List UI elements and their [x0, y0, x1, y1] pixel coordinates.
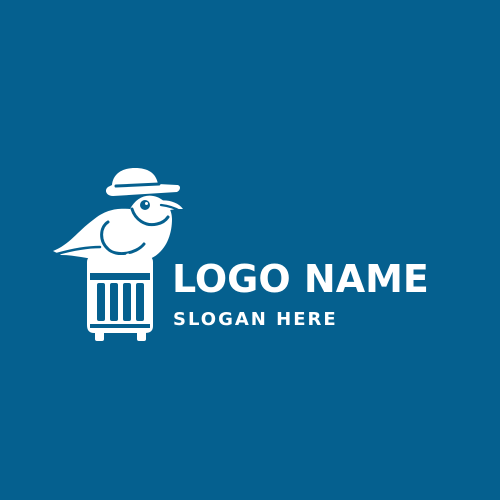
slogan-text: SLOGAN HERE — [173, 309, 338, 330]
logo-name: LOGO NAME — [172, 257, 429, 301]
seagull-on-suitcase-icon — [44, 150, 194, 350]
